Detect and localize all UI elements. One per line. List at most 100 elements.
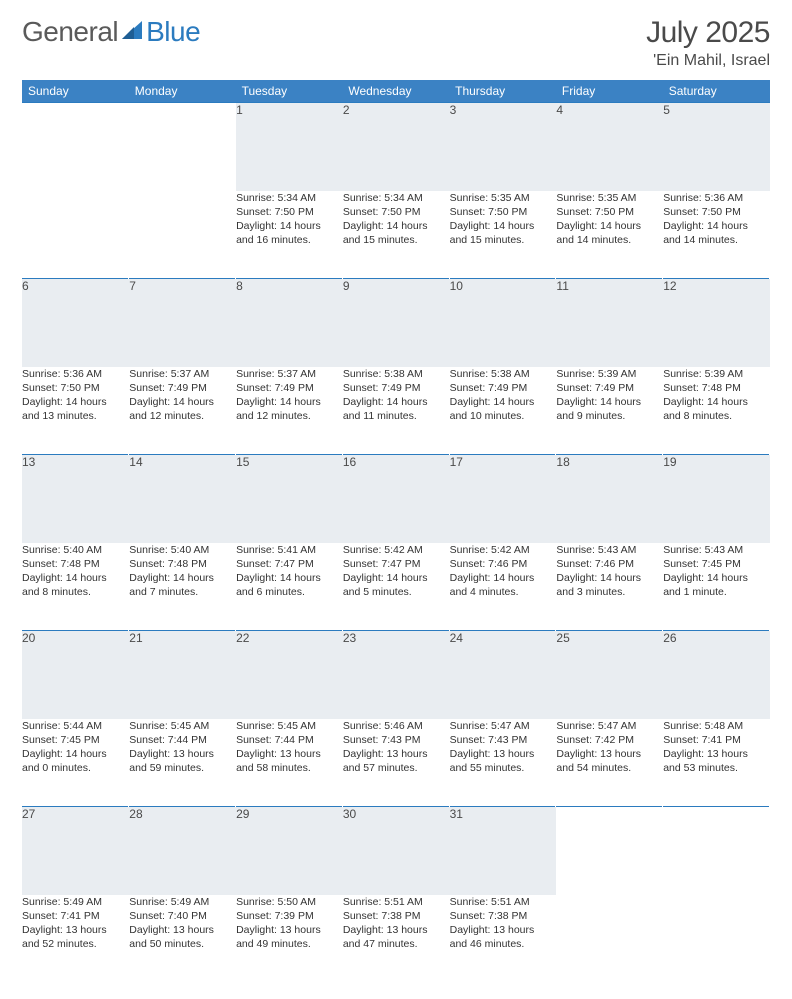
day-sunset: Sunset: 7:49 PM [556, 381, 662, 395]
weekday-header: Sunday [22, 80, 129, 103]
empty-cell [556, 895, 663, 983]
day-daylight2: and 8 minutes. [663, 409, 769, 423]
day-daylight1: Daylight: 13 hours [343, 923, 449, 937]
day-daylight1: Daylight: 14 hours [236, 219, 342, 233]
day-cell: Sunrise: 5:43 AMSunset: 7:46 PMDaylight:… [556, 543, 663, 631]
day-number-cell: 4 [556, 103, 663, 191]
title-location: 'Ein Mahil, Israel [646, 52, 770, 70]
day-number-cell: 27 [22, 807, 129, 895]
day-sunrise: Sunrise: 5:51 AM [343, 895, 449, 909]
day-sunrise: Sunrise: 5:50 AM [236, 895, 342, 909]
day-daylight1: Daylight: 14 hours [22, 571, 128, 585]
day-daylight2: and 3 minutes. [556, 585, 662, 599]
daynum-row: 12345 [22, 103, 770, 191]
day-cell: Sunrise: 5:34 AMSunset: 7:50 PMDaylight:… [236, 191, 343, 279]
calendar-page: General Blue July 2025 'Ein Mahil, Israe… [0, 0, 792, 999]
day-daylight1: Daylight: 14 hours [236, 571, 342, 585]
day-daylight2: and 16 minutes. [236, 233, 342, 247]
day-cell: Sunrise: 5:46 AMSunset: 7:43 PMDaylight:… [342, 719, 449, 807]
day-sunset: Sunset: 7:49 PM [129, 381, 235, 395]
day-cell: Sunrise: 5:47 AMSunset: 7:42 PMDaylight:… [556, 719, 663, 807]
day-sunrise: Sunrise: 5:39 AM [663, 367, 769, 381]
weekday-header: Friday [556, 80, 663, 103]
day-cell: Sunrise: 5:39 AMSunset: 7:49 PMDaylight:… [556, 367, 663, 455]
day-number-cell: 6 [22, 279, 129, 367]
empty-cell [22, 103, 129, 191]
day-daylight1: Daylight: 14 hours [450, 395, 556, 409]
day-daylight1: Daylight: 14 hours [343, 219, 449, 233]
day-daylight1: Daylight: 14 hours [129, 395, 235, 409]
daynum-row: 2728293031 [22, 807, 770, 895]
day-number-cell: 19 [663, 455, 770, 543]
weekday-header: Tuesday [236, 80, 343, 103]
day-cell: Sunrise: 5:44 AMSunset: 7:45 PMDaylight:… [22, 719, 129, 807]
day-sunset: Sunset: 7:45 PM [22, 733, 128, 747]
day-sunrise: Sunrise: 5:43 AM [556, 543, 662, 557]
day-number-cell: 26 [663, 631, 770, 719]
day-number-cell: 28 [129, 807, 236, 895]
day-daylight2: and 55 minutes. [450, 761, 556, 775]
day-sunset: Sunset: 7:42 PM [556, 733, 662, 747]
day-daylight1: Daylight: 14 hours [129, 571, 235, 585]
day-daylight2: and 8 minutes. [22, 585, 128, 599]
day-sunset: Sunset: 7:49 PM [343, 381, 449, 395]
empty-cell [129, 191, 236, 279]
day-sunset: Sunset: 7:39 PM [236, 909, 342, 923]
day-sunrise: Sunrise: 5:36 AM [22, 367, 128, 381]
day-daylight2: and 59 minutes. [129, 761, 235, 775]
day-cell: Sunrise: 5:36 AMSunset: 7:50 PMDaylight:… [22, 367, 129, 455]
day-sunset: Sunset: 7:38 PM [450, 909, 556, 923]
day-number-cell: 30 [342, 807, 449, 895]
day-daylight2: and 0 minutes. [22, 761, 128, 775]
day-number-cell: 22 [236, 631, 343, 719]
content-row: Sunrise: 5:44 AMSunset: 7:45 PMDaylight:… [22, 719, 770, 807]
day-daylight1: Daylight: 14 hours [556, 571, 662, 585]
day-daylight1: Daylight: 13 hours [129, 923, 235, 937]
day-sunrise: Sunrise: 5:39 AM [556, 367, 662, 381]
day-sunrise: Sunrise: 5:43 AM [663, 543, 769, 557]
day-sunset: Sunset: 7:49 PM [450, 381, 556, 395]
day-daylight2: and 57 minutes. [343, 761, 449, 775]
day-number-cell: 20 [22, 631, 129, 719]
day-number-cell: 24 [449, 631, 556, 719]
day-sunset: Sunset: 7:49 PM [236, 381, 342, 395]
day-daylight1: Daylight: 14 hours [22, 395, 128, 409]
day-daylight1: Daylight: 13 hours [556, 747, 662, 761]
brand-logo: General Blue [22, 16, 200, 48]
day-sunrise: Sunrise: 5:34 AM [236, 191, 342, 205]
day-sunset: Sunset: 7:45 PM [663, 557, 769, 571]
day-cell: Sunrise: 5:45 AMSunset: 7:44 PMDaylight:… [236, 719, 343, 807]
day-sunset: Sunset: 7:48 PM [22, 557, 128, 571]
day-sunrise: Sunrise: 5:42 AM [343, 543, 449, 557]
day-number-cell: 5 [663, 103, 770, 191]
weekday-header: Thursday [449, 80, 556, 103]
day-daylight2: and 58 minutes. [236, 761, 342, 775]
day-number-cell: 17 [449, 455, 556, 543]
weekday-header: Wednesday [342, 80, 449, 103]
day-sunrise: Sunrise: 5:36 AM [663, 191, 769, 205]
day-number-cell: 2 [342, 103, 449, 191]
calendar-header-row: SundayMondayTuesdayWednesdayThursdayFrid… [22, 80, 770, 103]
day-daylight1: Daylight: 14 hours [556, 219, 662, 233]
day-daylight1: Daylight: 14 hours [236, 395, 342, 409]
header: General Blue July 2025 'Ein Mahil, Israe… [22, 16, 770, 70]
day-number-cell: 31 [449, 807, 556, 895]
day-sunset: Sunset: 7:44 PM [129, 733, 235, 747]
day-daylight1: Daylight: 13 hours [450, 747, 556, 761]
calendar-table: SundayMondayTuesdayWednesdayThursdayFrid… [22, 80, 770, 983]
day-daylight2: and 10 minutes. [450, 409, 556, 423]
day-sunset: Sunset: 7:48 PM [663, 381, 769, 395]
day-sunrise: Sunrise: 5:41 AM [236, 543, 342, 557]
day-daylight2: and 46 minutes. [450, 937, 556, 951]
day-daylight1: Daylight: 14 hours [663, 395, 769, 409]
weekday-header: Saturday [663, 80, 770, 103]
day-daylight1: Daylight: 13 hours [663, 747, 769, 761]
day-sunset: Sunset: 7:50 PM [236, 205, 342, 219]
day-sunrise: Sunrise: 5:38 AM [343, 367, 449, 381]
day-number-cell: 12 [663, 279, 770, 367]
day-daylight2: and 15 minutes. [450, 233, 556, 247]
day-cell: Sunrise: 5:48 AMSunset: 7:41 PMDaylight:… [663, 719, 770, 807]
day-cell: Sunrise: 5:42 AMSunset: 7:46 PMDaylight:… [449, 543, 556, 631]
day-daylight2: and 49 minutes. [236, 937, 342, 951]
day-daylight2: and 13 minutes. [22, 409, 128, 423]
